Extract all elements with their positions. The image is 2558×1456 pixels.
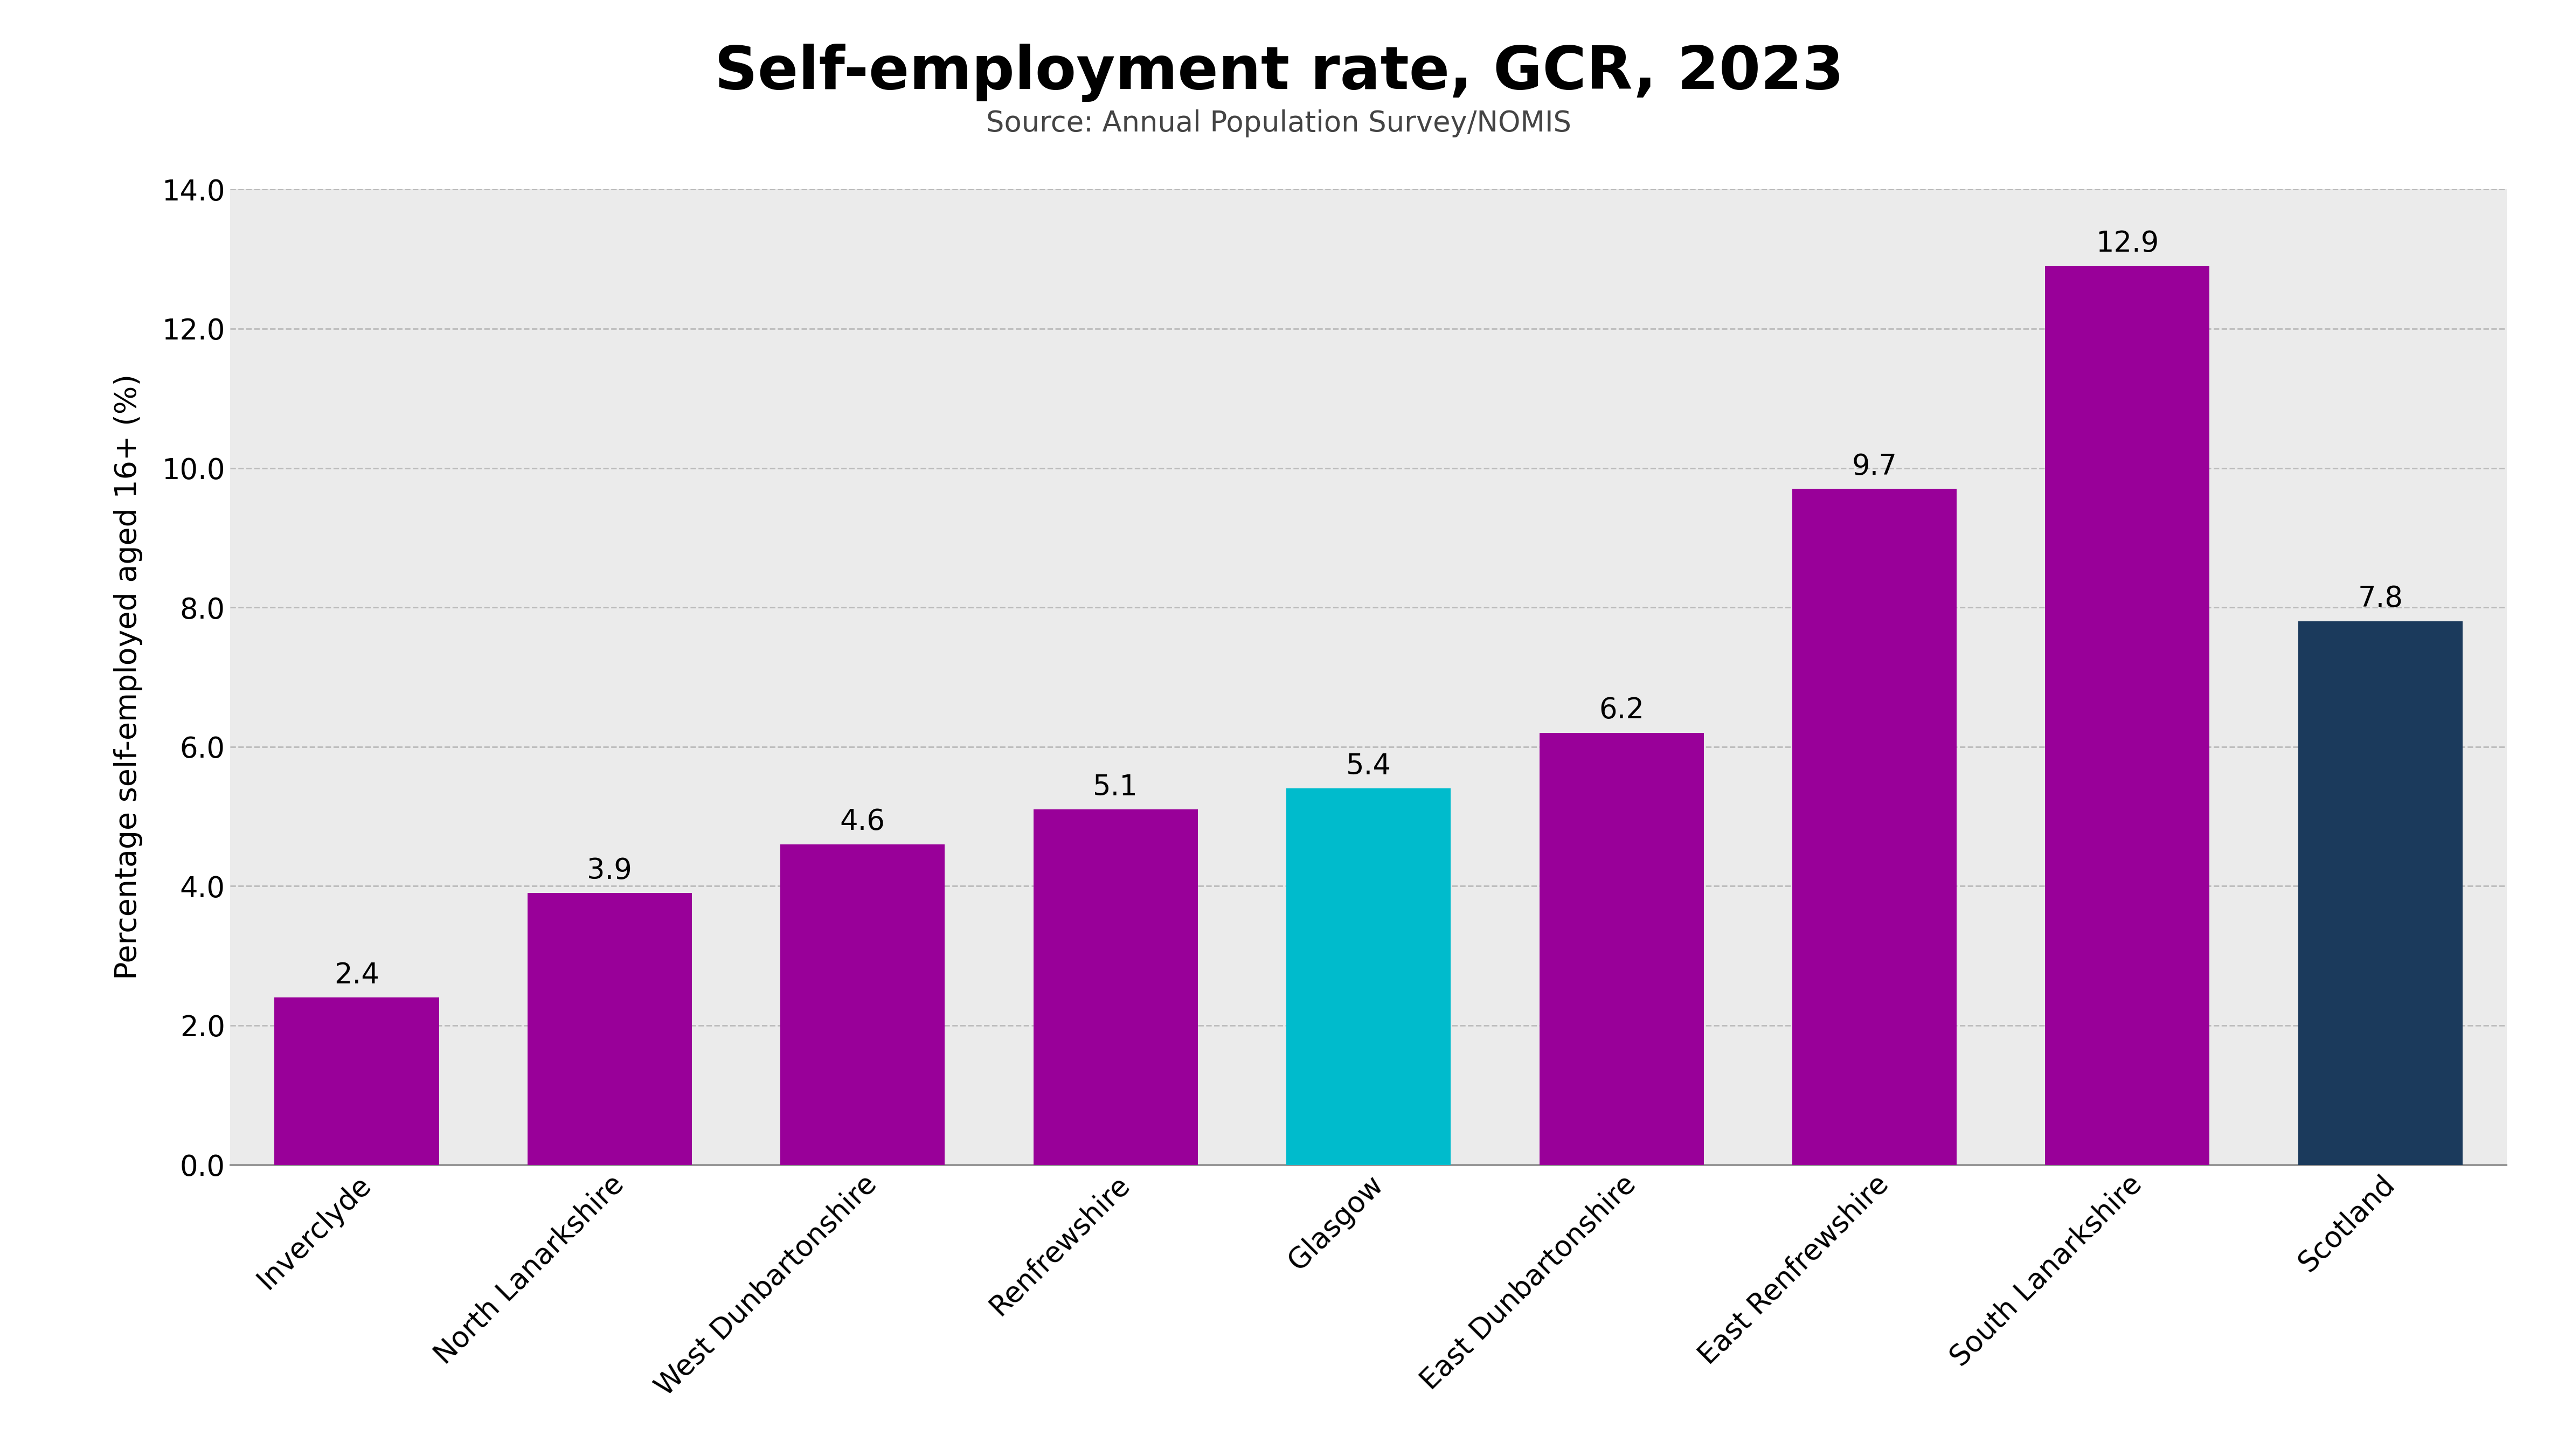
Text: 9.7: 9.7 bbox=[1852, 453, 1898, 480]
Bar bbox=[2297, 622, 2463, 1165]
Text: 5.4: 5.4 bbox=[1346, 753, 1392, 780]
Bar bbox=[1793, 489, 1957, 1165]
Bar bbox=[780, 844, 944, 1165]
Text: 5.1: 5.1 bbox=[1092, 773, 1138, 801]
Text: 6.2: 6.2 bbox=[1599, 696, 1645, 725]
Bar bbox=[2046, 266, 2210, 1165]
Text: 3.9: 3.9 bbox=[586, 856, 632, 885]
Text: 2.4: 2.4 bbox=[335, 961, 379, 989]
Text: 12.9: 12.9 bbox=[2095, 230, 2159, 258]
Bar bbox=[274, 997, 440, 1165]
Bar bbox=[527, 893, 691, 1165]
Text: 4.6: 4.6 bbox=[839, 808, 885, 836]
Bar bbox=[1287, 789, 1450, 1165]
Text: Source: Annual Population Survey/NOMIS: Source: Annual Population Survey/NOMIS bbox=[987, 109, 1571, 137]
Text: Self-employment rate, GCR, 2023: Self-employment rate, GCR, 2023 bbox=[714, 44, 1844, 102]
Bar bbox=[1033, 810, 1197, 1165]
Bar bbox=[1540, 732, 1704, 1165]
Text: 7.8: 7.8 bbox=[2358, 585, 2402, 613]
Y-axis label: Percentage self-employed aged 16+ (%): Percentage self-employed aged 16+ (%) bbox=[115, 374, 143, 980]
